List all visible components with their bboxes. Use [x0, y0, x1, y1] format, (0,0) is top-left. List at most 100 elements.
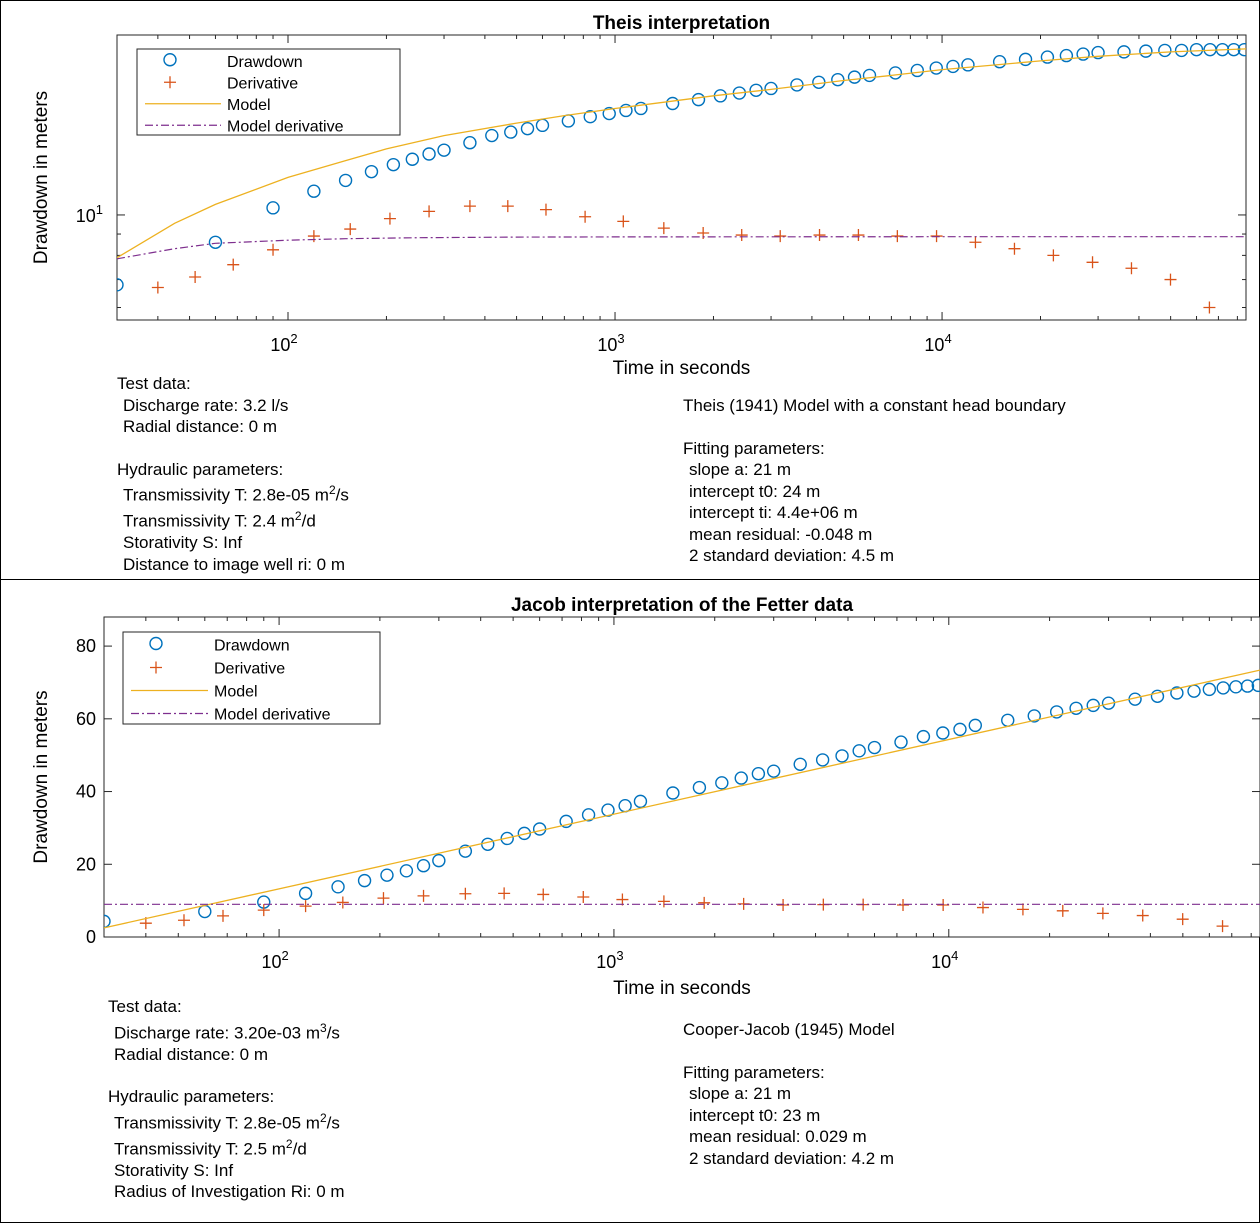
c1-derivative-point — [1203, 301, 1216, 314]
c1-drawdown-point — [847, 70, 862, 84]
c2-drawdown-point — [852, 744, 866, 758]
c1-derivative-point — [463, 200, 476, 213]
c2-legend-label-1: Derivative — [214, 661, 285, 678]
c1-drawdown-point — [602, 106, 616, 121]
c2-drawdown-point — [894, 735, 908, 749]
c2-drawdown-point — [357, 873, 372, 888]
c1-xtick-label: 103 — [597, 331, 624, 355]
p2-storativity: Storativity S: Inf — [114, 1160, 234, 1180]
c2-drawdown-point — [916, 729, 931, 744]
c2-derivative-point — [1176, 913, 1189, 926]
c1-derivative-point — [774, 230, 787, 243]
c2-drawdown-point — [581, 808, 596, 822]
p1-storativity: Storativity S: Inf — [123, 533, 243, 553]
c2-legend-label-3: Model derivative — [214, 707, 331, 724]
c2-drawdown-point — [331, 880, 345, 894]
c1-derivative-point — [657, 222, 670, 235]
c1-derivative-point — [501, 200, 514, 213]
c1-legend-drawdown-symbol — [163, 53, 177, 67]
p2-intercept-t0: intercept t0: 23 m — [689, 1105, 821, 1125]
c1-model-derivative-line — [117, 236, 1246, 260]
c1-legend-label-1: Derivative — [227, 75, 298, 92]
c2-derivative-point — [537, 888, 550, 901]
c2-drawdown-point — [734, 771, 748, 785]
c1-drawdown-point — [437, 143, 451, 157]
c1-drawdown-point — [691, 92, 706, 107]
c2-legend-label-0: Drawdown — [214, 638, 290, 655]
c1-drawdown-point — [1076, 47, 1090, 61]
c2-drawdown-point — [416, 859, 431, 873]
c1-drawdown-point — [338, 173, 353, 188]
c2-drawdown-point — [633, 794, 648, 809]
c2-drawdown-point — [835, 749, 849, 763]
c1-derivative-point — [227, 258, 240, 271]
p2-std-dev: 2 standard deviation: 4.2 m — [689, 1148, 895, 1168]
c1-drawdown-point — [1189, 42, 1204, 57]
c1-drawdown-point — [888, 66, 903, 80]
c1-drawdown-point — [364, 164, 379, 179]
c1-drawdown-point — [386, 157, 401, 172]
c1-xtick-label: 102 — [270, 331, 297, 355]
p1-test-data-block: Test data: Discharge rate: 3.2 l/s Radia… — [117, 373, 349, 575]
c2-derivative-point — [657, 895, 670, 908]
c1-drawdown-point — [117, 278, 124, 292]
c1-drawdown-point — [1091, 45, 1105, 60]
c1-drawdown-point — [992, 55, 1007, 69]
c2-drawdown-point — [1027, 709, 1041, 723]
c1-xtick-label: 104 — [924, 331, 951, 355]
c1-derivative-point — [813, 229, 826, 242]
p1-mean-residual: mean residual: -0.048 m — [689, 524, 873, 544]
c2-derivative-point — [299, 900, 312, 913]
c1-drawdown-point — [583, 109, 597, 124]
c2-drawdown-point — [867, 740, 882, 755]
c2-drawdown-point — [692, 780, 707, 795]
c2-drawdown-point — [751, 767, 766, 781]
c2-drawdown-point — [1170, 686, 1184, 700]
c1-derivative-point — [930, 230, 943, 243]
c2-derivative-point — [616, 893, 629, 906]
c1-derivative-point — [383, 212, 396, 225]
p1-hydraulic-heading: Hydraulic parameters: — [117, 459, 284, 479]
c2-drawdown-point — [766, 764, 781, 778]
c2-title: Jacob interpretation of the Fetter data — [511, 595, 853, 616]
c2-drawdown-point — [432, 853, 446, 868]
c1-drawdown-point — [1139, 44, 1153, 58]
c2-derivative-point — [1216, 920, 1229, 933]
c2-drawdown-point — [1240, 679, 1255, 693]
c1-drawdown-point — [504, 125, 518, 139]
c2-derivative-point — [498, 887, 511, 900]
c1-derivative-point — [151, 281, 164, 294]
p1-std-dev: 2 standard deviation: 4.5 m — [689, 546, 895, 565]
c1-drawdown-point — [929, 61, 943, 75]
c1-derivative-point — [735, 229, 748, 242]
p1-intercept-ti: intercept ti: 4.4e+06 m — [689, 503, 858, 522]
c1-derivative-point — [1086, 256, 1099, 269]
c1-legend-box — [136, 48, 401, 136]
p2-transmissivity-2: Transmissivity T: 2.5 m2/d — [114, 1136, 307, 1159]
c1-drawdown-point — [208, 235, 223, 249]
p2-discharge-rate: Discharge rate: 3.20e-03 m3/s — [114, 1020, 340, 1043]
c2-plot-area — [104, 669, 1260, 933]
c1-legend-derivative-symbol — [164, 76, 176, 89]
c1-legend-label-3: Model derivative — [227, 118, 344, 135]
c1-derivative-point — [1125, 262, 1138, 275]
c2-derivative-point — [459, 887, 472, 900]
c1-drawdown-point — [910, 63, 924, 78]
p1-fitting-heading: Fitting parameters: — [683, 438, 825, 458]
c2-drawdown-point — [793, 757, 807, 771]
c2-derivative-point — [336, 896, 349, 909]
c2-derivative-point — [777, 899, 790, 911]
c2-ytick-label: 80 — [76, 636, 96, 656]
c2-drawdown-point — [1069, 701, 1083, 715]
c1-derivative-point — [579, 210, 592, 223]
c1-drawdown-point — [831, 72, 845, 87]
c2-drawdown-point — [500, 831, 514, 846]
c2-xlabel: Time in seconds — [613, 978, 751, 999]
p1-slope: slope a: 21 m — [689, 460, 792, 479]
c1-drawdown-point — [405, 152, 420, 166]
p1-fitting-block: Theis (1941) Model with a constant head … — [683, 395, 1066, 567]
c2-derivative-point — [577, 891, 590, 903]
p2-radial-distance: Radial distance: 0 m — [114, 1044, 269, 1064]
c1-xlabel: Time in seconds — [613, 358, 751, 379]
c2-ylabel: Drawdown in meters — [31, 690, 52, 863]
